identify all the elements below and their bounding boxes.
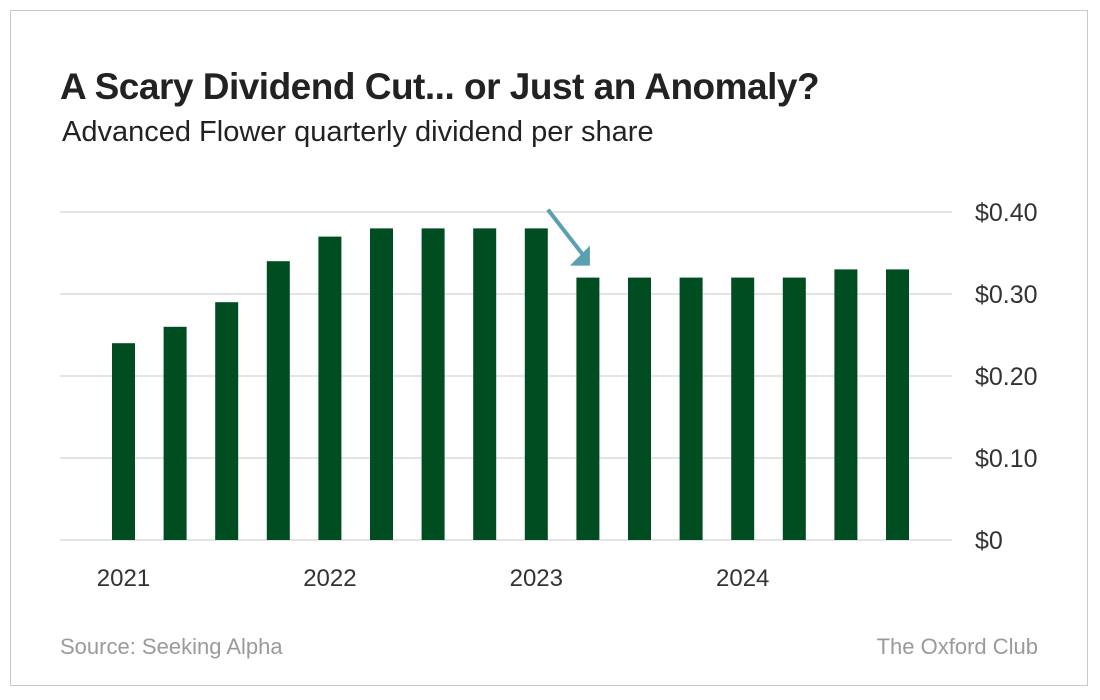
y-tick-label: $0.20: [975, 363, 1038, 391]
annotation-arrow-head: [569, 245, 590, 266]
y-tick-label: $0.30: [975, 281, 1038, 309]
x-tick-label: 2022: [303, 565, 356, 592]
bar: [524, 228, 548, 540]
bar: [163, 326, 187, 540]
bar: [731, 277, 755, 540]
bar: [782, 277, 806, 540]
source-note: Source: Seeking Alpha: [60, 634, 283, 659]
bar: [421, 228, 445, 540]
y-tick-label: $0.40: [975, 199, 1038, 227]
bar: [215, 302, 239, 540]
x-tick-label: 2023: [510, 565, 563, 592]
bar: [473, 228, 497, 540]
x-tick-label: 2024: [716, 565, 769, 592]
bar: [112, 343, 135, 540]
bar: [266, 261, 290, 540]
brand-label: The Oxford Club: [876, 634, 1038, 659]
chart-subtitle: Advanced Flower quarterly dividend per s…: [62, 116, 654, 148]
bar: [886, 269, 909, 540]
bar: [679, 277, 703, 540]
bar: [834, 269, 858, 540]
chart-card: [10, 10, 1088, 686]
bar: [576, 277, 600, 540]
annotation-arrow-shaft: [546, 208, 588, 260]
bar: [628, 277, 651, 540]
x-tick-label: 2021: [97, 565, 150, 592]
bar: [370, 228, 393, 540]
y-tick-label: $0.10: [975, 445, 1038, 473]
y-tick-label: $0: [975, 527, 1003, 555]
chart-title: A Scary Dividend Cut... or Just an Anoma…: [60, 66, 820, 107]
bar: [318, 236, 342, 540]
